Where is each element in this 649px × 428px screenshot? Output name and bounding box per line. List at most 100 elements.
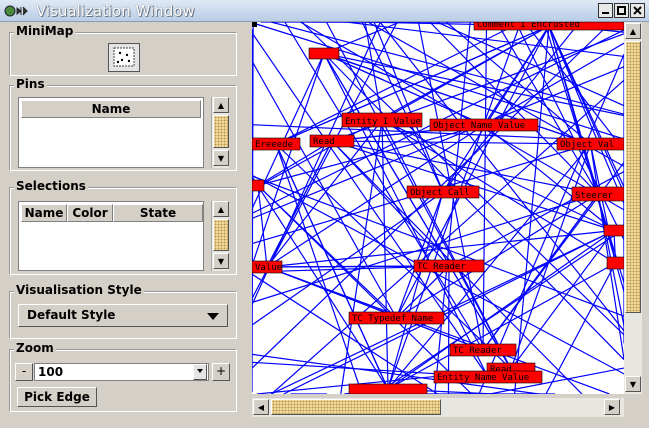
app-pin-icon[interactable]	[3, 3, 31, 19]
pins-col-name[interactable]: Name	[21, 100, 201, 118]
selections-scroll-thumb[interactable]	[213, 219, 229, 251]
zoom-in-button[interactable]: +	[212, 363, 230, 381]
graph-edge[interactable]	[387, 230, 615, 390]
graph-edge[interactable]	[395, 191, 444, 319]
graph-edge[interactable]	[323, 52, 591, 145]
style-dropdown[interactable]: Default Style	[18, 304, 228, 327]
graph-edge[interactable]	[331, 140, 591, 145]
graph-edge[interactable]	[323, 53, 624, 361]
graph-edge[interactable]	[257, 140, 333, 187]
graph-node-box[interactable]	[449, 343, 517, 357]
graph-edge[interactable]	[252, 25, 550, 191]
graph-node-box[interactable]	[309, 134, 355, 148]
graph-node-box[interactable]	[413, 259, 485, 273]
graph-edge[interactable]	[548, 25, 624, 204]
graph-edge[interactable]	[364, 22, 383, 121]
graph-edge[interactable]	[257, 185, 473, 395]
graph-node[interactable]	[252, 179, 265, 192]
graph-nodes[interactable]: Comment I Encrusted Entity I Value Object …	[252, 22, 624, 394]
scroll-left-icon[interactable]: ◀	[253, 399, 269, 415]
graph-edge[interactable]	[523, 22, 624, 151]
graph-edge[interactable]	[445, 22, 591, 145]
pick-edge-button[interactable]: Pick Edge	[17, 387, 97, 407]
graph-node[interactable]: Comment I Encrusted	[473, 22, 624, 31]
graph-edges[interactable]	[252, 22, 624, 394]
graph-edge[interactable]	[510, 230, 615, 370]
graph-node[interactable]: Read	[309, 134, 355, 148]
close-icon[interactable]	[630, 3, 645, 18]
scroll-down-icon[interactable]: ▼	[213, 150, 229, 166]
scroll-up-icon[interactable]: ▲	[625, 23, 641, 39]
graph-edge[interactable]	[252, 175, 624, 317]
graph-edge[interactable]	[331, 140, 599, 195]
graph-vertical-scrollbar[interactable]: ▲ ▼	[624, 22, 642, 394]
graph-edge[interactable]	[257, 185, 268, 268]
pins-list[interactable]: Name	[18, 97, 204, 168]
graph-node-box[interactable]	[433, 370, 543, 384]
graph-edge[interactable]	[266, 119, 383, 268]
graph-view[interactable]: Comment I Encrusted Entity I Value Object …	[252, 22, 624, 394]
graph-edge[interactable]	[275, 25, 550, 145]
graph-edge[interactable]	[252, 66, 624, 220]
graph-edge[interactable]	[436, 22, 624, 107]
graph-edge[interactable]	[252, 22, 381, 306]
graph-edge[interactable]	[548, 25, 624, 188]
graph-edge[interactable]	[513, 25, 550, 394]
graph-node[interactable]: Object Val	[556, 137, 624, 151]
graph-edge[interactable]	[545, 262, 617, 394]
graph-node-box[interactable]	[341, 112, 423, 128]
graph-node[interactable]: TC Reader	[449, 343, 517, 357]
graph-node[interactable]	[348, 383, 428, 394]
graph-node[interactable]: Steerer	[571, 186, 624, 202]
maximize-icon[interactable]	[614, 3, 629, 18]
graph-node[interactable]: Entity I Value	[341, 112, 423, 128]
graph-node-box[interactable]	[308, 47, 340, 60]
minimap-icon[interactable]	[108, 43, 140, 72]
pins-scroll-thumb[interactable]	[213, 115, 229, 148]
minimize-icon[interactable]	[598, 3, 613, 18]
selections-scrollbar[interactable]: ▲ ▼	[211, 201, 229, 271]
graph-edge[interactable]	[340, 119, 383, 394]
graph-edge[interactable]	[284, 22, 484, 351]
graph-edge[interactable]	[266, 266, 610, 394]
graph-edge[interactable]	[387, 191, 444, 390]
graph-node-box[interactable]	[603, 224, 624, 237]
graph-edge[interactable]	[483, 42, 624, 126]
graph-edge[interactable]	[252, 22, 624, 140]
graph-node[interactable]: Ereeede	[252, 137, 301, 151]
graph-edge[interactable]	[375, 228, 624, 394]
graph-edge[interactable]	[589, 143, 625, 360]
graph-vscroll-thumb[interactable]	[625, 41, 641, 313]
scroll-right-icon[interactable]: ▶	[604, 399, 620, 415]
graph-edge[interactable]	[442, 22, 581, 193]
graph-edge[interactable]	[266, 229, 615, 268]
scroll-down-icon[interactable]: ▼	[625, 376, 641, 392]
graph-edge[interactable]	[346, 22, 624, 58]
graph-edge[interactable]	[482, 22, 488, 351]
zoom-dropdown-button[interactable]	[193, 364, 207, 380]
scroll-down-icon[interactable]: ▼	[213, 253, 229, 269]
graph-edge[interactable]	[483, 124, 615, 231]
graph-edge[interactable]	[300, 22, 624, 211]
graph-node[interactable]: Entity Name Value	[433, 370, 543, 384]
graph-edge[interactable]	[387, 143, 591, 390]
graph-node[interactable]	[308, 47, 340, 60]
scroll-up-icon[interactable]: ▲	[213, 201, 229, 217]
graph-edge[interactable]	[266, 140, 333, 268]
graph-node-box[interactable]	[252, 260, 283, 274]
graph-node-box[interactable]	[556, 137, 624, 151]
pins-scrollbar[interactable]: ▲ ▼	[211, 97, 229, 168]
graph-node[interactable]: Object Name Value	[429, 118, 539, 132]
graph-node[interactable]	[603, 224, 624, 237]
graph-node-box[interactable]	[571, 186, 624, 202]
graph-node-box[interactable]	[252, 137, 301, 151]
graph-node[interactable]: Object Call	[406, 185, 480, 199]
scroll-up-icon[interactable]: ▲	[213, 97, 229, 113]
graph-node-box[interactable]	[252, 179, 265, 192]
graph-edge[interactable]	[515, 22, 624, 241]
zoom-input[interactable]: 100	[34, 363, 209, 381]
graph-node[interactable]: TC Reader	[413, 259, 485, 273]
graph-node-box[interactable]	[348, 383, 428, 394]
graph-edge[interactable]	[323, 53, 512, 370]
graph-node[interactable]: TC Typedef Name	[348, 311, 445, 325]
